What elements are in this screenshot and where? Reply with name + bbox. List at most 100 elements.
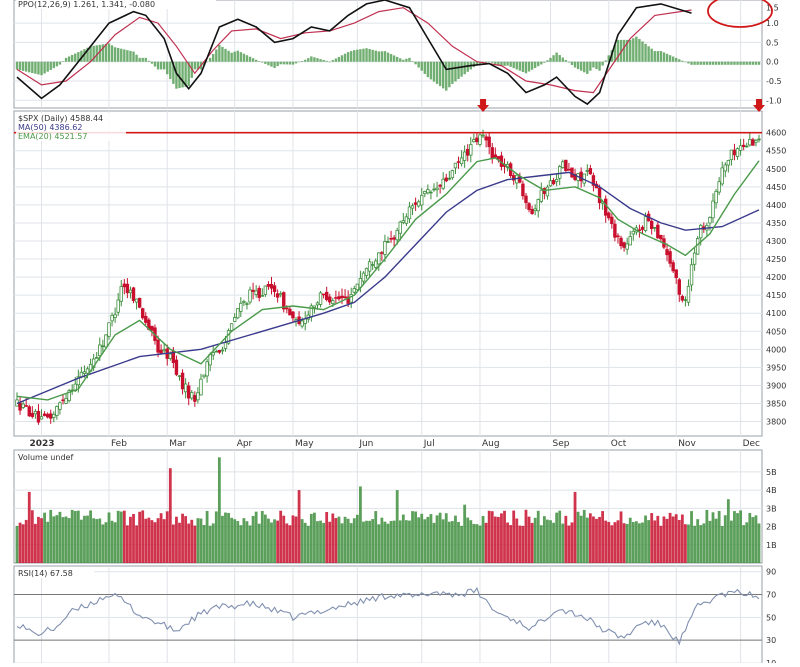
price-tick-label: 4600 [766,129,786,138]
ppo-histogram-bar [337,56,341,62]
volume-bar [444,513,448,563]
ppo-histogram-bar [579,61,583,71]
ppo-histogram-bar [748,61,752,65]
volume-bar [496,516,500,563]
volume-bar [276,520,280,563]
ppo-histogram-bar [322,59,325,62]
candle-body [107,322,111,337]
candle-body [190,392,194,399]
volume-bar [576,511,580,563]
ppo-histogram-bar [377,51,381,62]
volume-bar [392,520,396,563]
volume-bar [662,516,666,563]
ppo-histogram-bar [665,53,669,62]
ppo-histogram-bar [757,61,761,65]
candle-body [554,179,559,183]
price-tick-label: 4100 [766,309,786,318]
volume-bar [438,512,442,563]
candle-body [487,136,491,148]
volume-bar [236,521,240,563]
candle-body [300,320,304,327]
ppo-histogram-bar [714,61,718,65]
candle-body [312,305,317,308]
price-tick-label: 4000 [766,345,786,354]
price-tick-label: 3800 [766,418,786,427]
candle-body [404,216,409,224]
candle-body [58,402,62,410]
ppo-histogram-bar [70,54,74,62]
volume-bar [677,519,681,563]
volume-bar [714,518,718,563]
ppo-histogram-bar [515,61,518,70]
ppo-histogram-bar [52,61,55,69]
ppo-histogram-bar [193,61,197,70]
volume-bar [58,511,62,563]
volume-bar [107,512,111,563]
volume-bar [116,510,120,563]
volume-bar [362,521,365,563]
volume-bar [64,516,68,563]
volume-bar [24,519,28,563]
volume-bar [70,509,74,563]
candle-body [113,314,117,318]
volume-bar [52,516,56,563]
ppo-histogram-bar [622,39,626,62]
month-label: Dec [743,439,760,449]
volume-bar [208,525,212,563]
ppo-histogram-bar [506,61,509,66]
candle-body [45,413,50,418]
ppo-histogram-bar [561,57,564,62]
volume-bar [404,520,408,563]
candle-body [288,308,292,316]
candle-body [751,139,755,146]
volume-bar [251,515,255,563]
volume-bar [503,510,506,563]
ppo-histogram-bar [374,50,377,62]
ppo-histogram-bar [632,38,635,62]
volume-tick-label: 5B [766,468,777,477]
ppo-histogram-bar [417,61,420,68]
ppo-histogram-bar [101,44,105,62]
candle-body [137,297,142,308]
volume-bar [411,511,414,563]
ppo-histogram-bar [113,47,117,62]
candle-body [144,315,148,323]
candle-body [683,299,688,301]
candle-body [432,188,436,191]
ppo-histogram-bar [86,47,89,62]
ppo-histogram-bar [319,59,322,62]
candle-body [61,399,65,402]
volume-bar [518,525,522,563]
candle-body [257,287,261,298]
ma50-line [16,171,760,405]
volume-bar [217,457,221,563]
candle-body [420,194,424,206]
candle-body [558,166,562,179]
volume-bar [21,524,25,563]
candle-body [272,285,277,293]
ppo-histogram-bar [549,57,552,62]
volume-bar [33,523,37,563]
volume-bar [552,522,555,563]
volume-bar [168,468,172,563]
candle-body [643,216,648,231]
price-tick-label: 4350 [766,219,786,228]
volume-bar [598,516,601,563]
candle-body [177,375,182,377]
ppo-histogram-bar [613,45,617,62]
candle-body [349,294,353,303]
volume-bar [432,522,436,563]
candle-body [367,261,372,272]
ppo-histogram-bar [402,59,405,62]
ppo-histogram-bar [248,56,252,62]
volume-bar [273,519,276,563]
volume-bar [138,511,142,563]
ppo-histogram-bar [619,39,623,62]
ppo-histogram-bar [55,61,59,67]
candle-body [85,368,90,374]
volume-bar [153,522,157,563]
volume-bar [30,510,34,563]
ppo-histogram-bar [294,61,298,64]
volume-bar [245,521,249,563]
volume-bar [450,521,454,563]
